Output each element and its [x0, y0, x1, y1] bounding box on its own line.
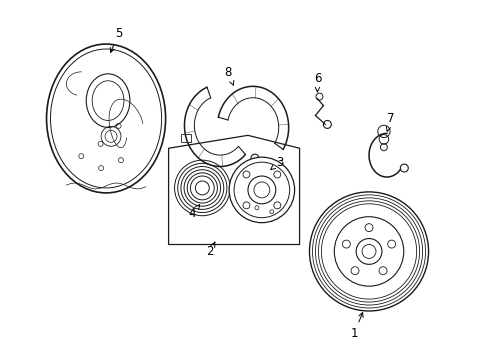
Text: 1: 1 — [350, 312, 362, 340]
Text: 6: 6 — [313, 72, 321, 92]
Text: 8: 8 — [224, 66, 233, 85]
Circle shape — [250, 154, 258, 162]
Text: 5: 5 — [110, 27, 122, 53]
Circle shape — [334, 217, 403, 286]
Polygon shape — [168, 135, 299, 244]
Circle shape — [387, 240, 395, 248]
Text: 4: 4 — [188, 205, 199, 220]
Circle shape — [273, 202, 280, 209]
Circle shape — [342, 240, 349, 248]
Circle shape — [350, 267, 358, 275]
Circle shape — [243, 171, 249, 178]
Text: 2: 2 — [206, 242, 215, 258]
Circle shape — [400, 164, 407, 172]
Circle shape — [309, 192, 427, 311]
Circle shape — [378, 267, 386, 275]
Circle shape — [247, 176, 275, 204]
Text: 3: 3 — [270, 156, 283, 170]
Circle shape — [229, 157, 294, 223]
Circle shape — [243, 202, 249, 209]
Circle shape — [269, 210, 273, 214]
Circle shape — [273, 171, 280, 178]
Circle shape — [254, 206, 258, 210]
Text: 7: 7 — [386, 112, 394, 131]
Bar — [181, 134, 191, 142]
Circle shape — [195, 181, 209, 195]
Circle shape — [365, 224, 372, 231]
Ellipse shape — [86, 74, 130, 127]
Ellipse shape — [46, 44, 165, 193]
